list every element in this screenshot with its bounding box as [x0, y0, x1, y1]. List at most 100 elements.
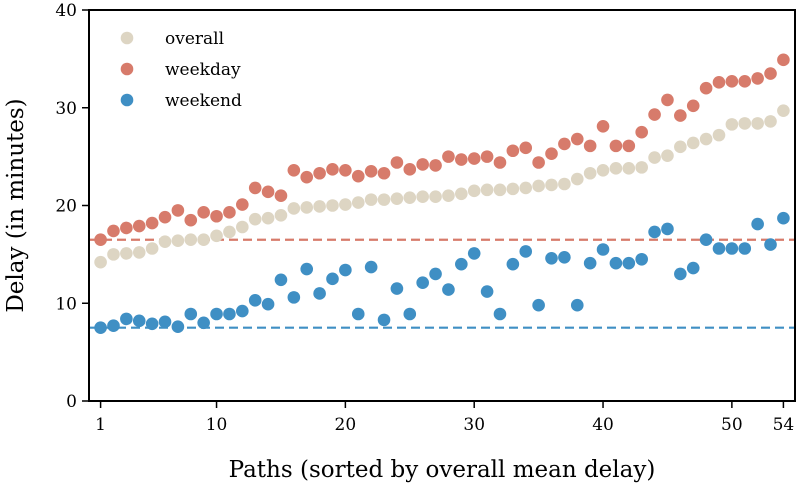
weekend-point	[764, 238, 777, 251]
weekday-point	[390, 156, 404, 169]
overall-point	[725, 118, 739, 131]
weekday-point	[751, 72, 764, 85]
overall-point	[158, 235, 172, 248]
weekend-point	[377, 313, 391, 327]
weekday-point	[107, 224, 120, 238]
weekday-point	[545, 147, 558, 160]
overall-point	[145, 242, 159, 255]
overall-point	[94, 255, 107, 269]
weekend-point	[197, 316, 210, 330]
overall-point	[236, 220, 249, 234]
weekend-point	[145, 317, 159, 331]
overall-point	[120, 247, 133, 260]
legend: overall weekday weekend	[120, 29, 242, 111]
weekend-point	[300, 262, 314, 276]
weekday-point	[442, 150, 455, 163]
weekend-point	[751, 217, 764, 231]
overall-point	[442, 189, 455, 203]
overall-point	[197, 233, 210, 247]
weekday-point	[480, 150, 494, 163]
weekday-point	[725, 75, 739, 88]
x-tick-label: 50	[721, 415, 743, 435]
overall-point	[184, 233, 198, 247]
overall-point	[403, 191, 417, 204]
weekday-point	[648, 108, 661, 121]
weekend-point	[609, 256, 623, 270]
weekend-point	[351, 307, 365, 321]
weekend-point	[674, 267, 687, 281]
weekday-point	[583, 139, 597, 153]
weekend-point	[248, 294, 262, 307]
weekend-point	[132, 314, 146, 328]
overall-point	[429, 190, 442, 204]
x-tick-label: 40	[592, 415, 614, 435]
weekday-point	[467, 152, 481, 165]
weekend-point	[570, 298, 584, 312]
overall-point	[171, 234, 185, 247]
overall-point	[223, 225, 236, 239]
overall-point	[519, 181, 533, 195]
weekend-point	[429, 267, 442, 281]
weekend-point	[661, 222, 674, 236]
weekday-point	[686, 99, 700, 113]
weekend-point	[648, 225, 661, 239]
weekend-point	[622, 256, 636, 270]
weekend-point	[94, 321, 107, 334]
weekend-point	[158, 315, 172, 329]
weekend-point	[261, 297, 275, 311]
overall-point	[455, 187, 468, 201]
weekend-point	[184, 307, 198, 321]
overall-point	[351, 196, 365, 209]
weekend-point	[416, 276, 429, 290]
weekday-point	[158, 210, 172, 224]
overall-point	[699, 132, 713, 146]
weekend-point	[532, 298, 545, 312]
weekday-point	[210, 209, 223, 223]
weekend-point	[210, 307, 223, 321]
y-axis-label: Delay (in minutes)	[3, 98, 29, 312]
weekend-point	[223, 307, 236, 321]
weekend-point	[364, 260, 378, 274]
overall-point	[777, 104, 790, 117]
overall-point	[300, 201, 314, 214]
weekend-point	[738, 242, 752, 255]
overall-point	[274, 208, 288, 222]
weekday-point	[493, 156, 507, 169]
y-axis-ticks: 0 10 20 30 40	[55, 1, 89, 412]
overall-point	[248, 212, 262, 226]
weekday-point	[184, 213, 198, 227]
weekend-point	[699, 233, 713, 247]
weekend-point	[107, 319, 120, 333]
weekend-point	[480, 285, 494, 298]
weekday-point	[777, 53, 790, 67]
weekend-legend-label: weekend	[165, 91, 242, 111]
weekend-point	[339, 263, 352, 277]
y-tick-label: 0	[66, 392, 77, 412]
weekend-point	[120, 312, 133, 326]
overall-point	[326, 199, 339, 212]
overall-point	[132, 246, 146, 259]
weekend-point	[712, 242, 726, 255]
weekday-point	[94, 233, 107, 247]
weekend-point	[287, 291, 301, 304]
weekday-point	[712, 76, 726, 89]
data-points	[94, 53, 790, 334]
weekday-point	[738, 75, 752, 88]
weekday-point	[764, 67, 777, 80]
weekday-point	[339, 164, 352, 177]
y-tick-label: 20	[55, 197, 77, 217]
overall-point	[287, 202, 301, 215]
weekday-point	[300, 170, 314, 184]
weekend-point	[545, 251, 558, 265]
weekend-point	[390, 282, 404, 295]
weekday-point	[506, 144, 520, 158]
weekday-legend-label: weekday	[165, 60, 241, 80]
y-tick-label: 10	[55, 294, 77, 314]
weekend-point	[725, 242, 739, 255]
weekend-point	[777, 211, 790, 225]
overall-point	[480, 183, 494, 197]
overall-point	[712, 128, 726, 142]
overall-point	[609, 162, 623, 175]
weekday-point	[364, 164, 378, 178]
weekday-point	[532, 156, 545, 169]
